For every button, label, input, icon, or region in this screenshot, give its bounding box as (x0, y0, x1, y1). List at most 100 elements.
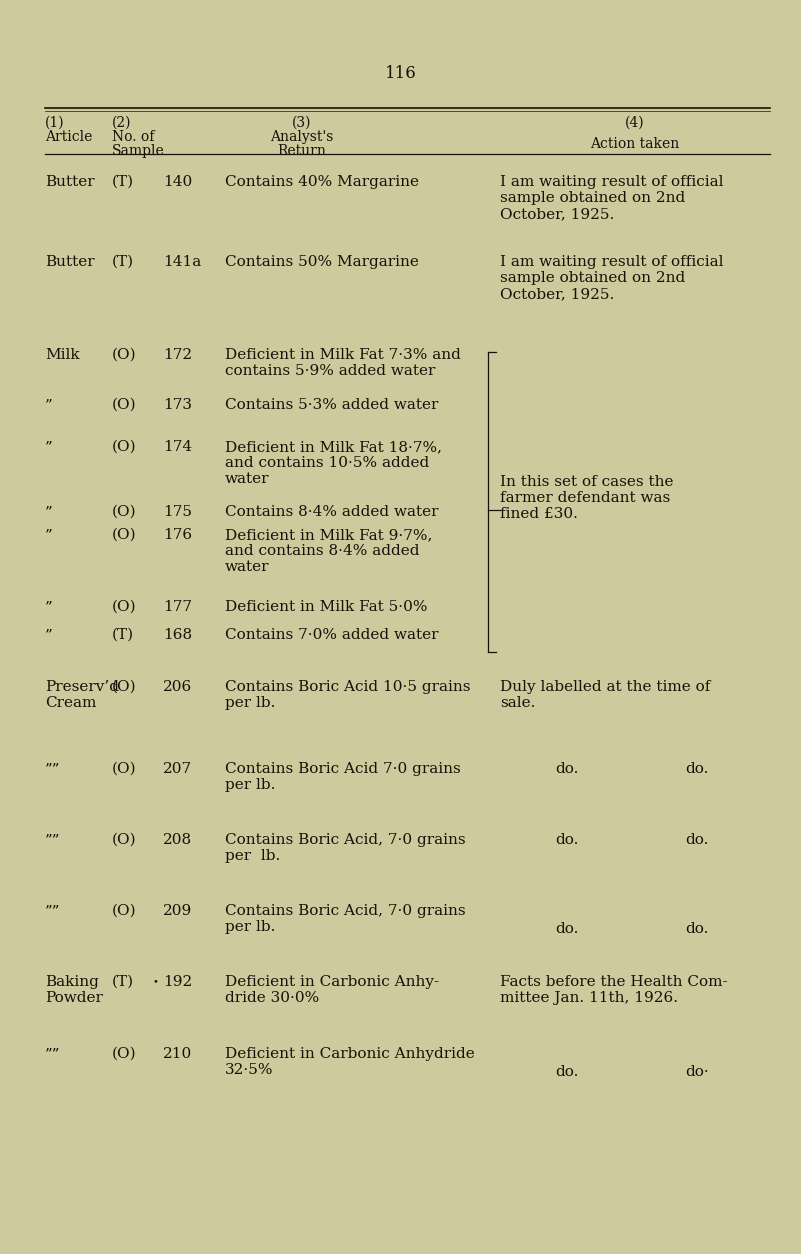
Text: water: water (225, 561, 269, 574)
Text: Analyst's: Analyst's (270, 130, 334, 144)
Text: Milk: Milk (45, 349, 79, 362)
Text: Sample: Sample (112, 144, 165, 158)
Text: Butter: Butter (45, 255, 95, 270)
Text: 141a: 141a (163, 255, 201, 270)
Text: ””: ”” (45, 762, 61, 776)
Text: 32·5%: 32·5% (225, 1063, 273, 1077)
Text: Contains 7·0% added water: Contains 7·0% added water (225, 628, 438, 642)
Text: do.: do. (685, 833, 708, 846)
Text: 172: 172 (163, 349, 192, 362)
Text: (T): (T) (112, 255, 134, 270)
Text: Deficient in Milk Fat 7·3% and: Deficient in Milk Fat 7·3% and (225, 349, 461, 362)
Text: Deficient in Carbonic Anhy-: Deficient in Carbonic Anhy- (225, 976, 439, 989)
Text: (O): (O) (112, 398, 137, 413)
Text: ”: ” (45, 440, 53, 454)
Text: No. of: No. of (112, 130, 155, 144)
Text: Deficient in Milk Fat 9·7%,: Deficient in Milk Fat 9·7%, (225, 528, 433, 542)
Text: Contains Boric Acid 10·5 grains: Contains Boric Acid 10·5 grains (225, 680, 470, 693)
Text: ”: ” (45, 628, 53, 642)
Text: per lb.: per lb. (225, 696, 276, 710)
Text: fined £30.: fined £30. (500, 507, 578, 520)
Text: ””: ”” (45, 833, 61, 846)
Text: (T): (T) (112, 176, 134, 189)
Text: per lb.: per lb. (225, 777, 276, 793)
Text: In this set of cases the: In this set of cases the (500, 475, 674, 489)
Text: (O): (O) (112, 505, 137, 519)
Text: I am waiting result of official: I am waiting result of official (500, 176, 723, 189)
Text: 207: 207 (163, 762, 192, 776)
Text: (O): (O) (112, 349, 137, 362)
Text: (2): (2) (112, 117, 131, 130)
Text: (O): (O) (112, 1047, 137, 1061)
Text: 176: 176 (163, 528, 192, 542)
Text: (1): (1) (45, 117, 65, 130)
Text: ”: ” (45, 599, 53, 614)
Text: Contains Boric Acid, 7·0 grains: Contains Boric Acid, 7·0 grains (225, 833, 465, 846)
Text: (O): (O) (112, 528, 137, 542)
Text: ”: ” (45, 398, 53, 413)
Text: 192: 192 (163, 976, 192, 989)
Text: do.: do. (685, 922, 708, 935)
Text: 209: 209 (163, 904, 192, 918)
Text: 210: 210 (163, 1047, 192, 1061)
Text: (O): (O) (112, 599, 137, 614)
Text: mittee Jan. 11th, 1926.: mittee Jan. 11th, 1926. (500, 991, 678, 1004)
Text: do·: do· (685, 1065, 709, 1078)
Text: Return: Return (278, 144, 327, 158)
Text: 140: 140 (163, 176, 192, 189)
Text: do.: do. (555, 922, 578, 935)
Text: 174: 174 (163, 440, 192, 454)
Text: 173: 173 (163, 398, 192, 413)
Text: Baking: Baking (45, 976, 99, 989)
Text: dride 30·0%: dride 30·0% (225, 991, 320, 1004)
Text: (3): (3) (292, 117, 312, 130)
Text: •: • (153, 977, 159, 986)
Text: 168: 168 (163, 628, 192, 642)
Text: ”: ” (45, 528, 53, 542)
Text: do.: do. (555, 1065, 578, 1078)
Text: ””: ”” (45, 1047, 61, 1061)
Text: 206: 206 (163, 680, 192, 693)
Text: contains 5·9% added water: contains 5·9% added water (225, 364, 436, 377)
Text: 177: 177 (163, 599, 192, 614)
Text: farmer defendant was: farmer defendant was (500, 492, 670, 505)
Text: do.: do. (555, 833, 578, 846)
Text: Contains 40% Margarine: Contains 40% Margarine (225, 176, 419, 189)
Text: 208: 208 (163, 833, 192, 846)
Text: Preserv’d: Preserv’d (45, 680, 119, 693)
Text: Deficient in Milk Fat 5·0%: Deficient in Milk Fat 5·0% (225, 599, 428, 614)
Text: Contains 5·3% added water: Contains 5·3% added water (225, 398, 438, 413)
Text: Article: Article (45, 130, 92, 144)
Text: per lb.: per lb. (225, 920, 276, 934)
Text: Duly labelled at the time of: Duly labelled at the time of (500, 680, 710, 693)
Text: ”: ” (45, 505, 53, 519)
Text: Contains 8·4% added water: Contains 8·4% added water (225, 505, 438, 519)
Text: Action taken: Action taken (590, 137, 679, 150)
Text: do.: do. (685, 762, 708, 776)
Text: sample obtained on 2nd: sample obtained on 2nd (500, 191, 685, 204)
Text: (O): (O) (112, 440, 137, 454)
Text: do.: do. (555, 762, 578, 776)
Text: Deficient in Milk Fat 18·7%,: Deficient in Milk Fat 18·7%, (225, 440, 442, 454)
Text: (O): (O) (112, 833, 137, 846)
Text: 116: 116 (384, 65, 417, 82)
Text: Contains Boric Acid, 7·0 grains: Contains Boric Acid, 7·0 grains (225, 904, 465, 918)
Text: and contains 10·5% added: and contains 10·5% added (225, 456, 429, 470)
Text: ””: ”” (45, 904, 61, 918)
Text: October, 1925.: October, 1925. (500, 287, 614, 301)
Text: Contains Boric Acid 7·0 grains: Contains Boric Acid 7·0 grains (225, 762, 461, 776)
Text: (T): (T) (112, 628, 134, 642)
Text: sale.: sale. (500, 696, 535, 710)
Text: and contains 8·4% added: and contains 8·4% added (225, 544, 420, 558)
Text: Powder: Powder (45, 991, 103, 1004)
Text: Butter: Butter (45, 176, 95, 189)
Text: Deficient in Carbonic Anhydride: Deficient in Carbonic Anhydride (225, 1047, 475, 1061)
Text: water: water (225, 472, 269, 487)
Text: (O): (O) (112, 904, 137, 918)
Text: 175: 175 (163, 505, 192, 519)
Text: Facts before the Health Com-: Facts before the Health Com- (500, 976, 727, 989)
Text: (4): (4) (626, 117, 645, 130)
Text: Cream: Cream (45, 696, 96, 710)
Text: (O): (O) (112, 680, 137, 693)
Text: (O): (O) (112, 762, 137, 776)
